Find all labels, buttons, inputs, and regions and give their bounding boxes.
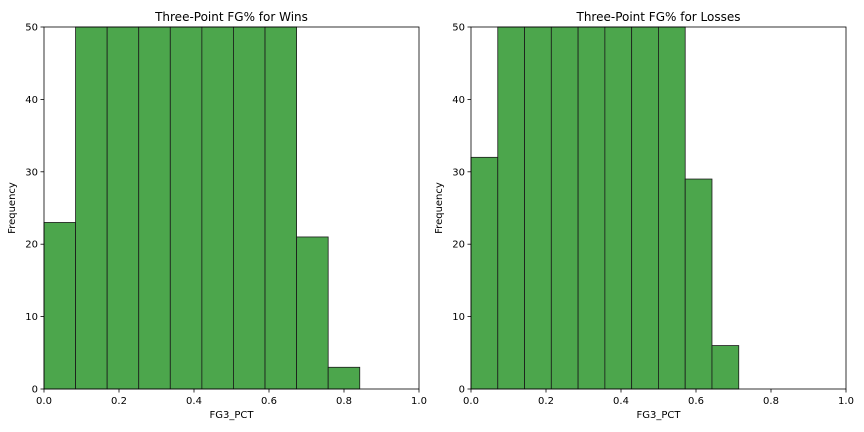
wins-bar-2 <box>106 26 140 390</box>
wins-x-tick-label: 0.8 <box>336 396 352 407</box>
wins-bar-7 <box>264 26 297 390</box>
losses-y-tick-label: 10 <box>452 312 465 323</box>
losses-bars <box>470 26 740 390</box>
losses-y-tick-label: 30 <box>452 167 465 178</box>
losses-bar-1 <box>497 26 525 390</box>
wins-x-axis-label: FG3_PCT <box>210 410 255 421</box>
losses-y-axis-label: Frequency <box>434 182 445 234</box>
losses-y-tick-label: 40 <box>452 95 465 106</box>
wins-plot-frame <box>43 26 420 390</box>
wins-y-tick-label: 20 <box>25 240 38 251</box>
losses-chart-title: Three-Point FG% for Losses <box>576 10 741 24</box>
wins-bar-9 <box>327 366 361 390</box>
wins-bars <box>43 26 361 390</box>
losses-x-tick-label: 0.0 <box>463 396 479 407</box>
wins-y-tick-label: 10 <box>25 312 38 323</box>
losses-x-tick-label: 0.6 <box>688 396 704 407</box>
losses-histogram-panel: Three-Point FG% for Losses FG3_PCT Frequ… <box>434 10 854 421</box>
losses-bar-6 <box>631 26 659 390</box>
losses-x-tick-label: 0.2 <box>538 396 554 407</box>
wins-y-tick-label: 0 <box>32 385 38 396</box>
wins-histogram-panel: Three-Point FG% for Wins FG3_PCT Frequen… <box>7 10 427 421</box>
losses-bar-9 <box>711 345 740 390</box>
losses-x-tick-label: 0.8 <box>763 396 779 407</box>
wins-y-axis-label: Frequency <box>7 182 18 234</box>
losses-bar-2 <box>524 26 552 390</box>
losses-x-tick-label: 1.0 <box>838 396 854 407</box>
losses-plot-frame <box>470 26 847 390</box>
losses-bar-7 <box>658 26 686 390</box>
wins-x-tick-label: 0.4 <box>186 396 202 407</box>
losses-bar-3 <box>550 26 579 390</box>
wins-x-tick-label: 0.6 <box>261 396 277 407</box>
wins-bar-1 <box>75 26 108 390</box>
wins-x-tick-label: 1.0 <box>411 396 427 407</box>
wins-x-tick-label: 0.0 <box>36 396 52 407</box>
wins-bar-5 <box>201 26 234 390</box>
losses-y-tick-label: 20 <box>452 240 465 251</box>
wins-bar-0 <box>43 222 76 390</box>
wins-bar-3 <box>138 26 171 390</box>
wins-bar-4 <box>169 26 203 390</box>
wins-y-tick-label: 30 <box>25 167 38 178</box>
wins-x-tick-label: 0.2 <box>111 396 127 407</box>
losses-bar-8 <box>684 178 713 390</box>
losses-x-tick-label: 0.4 <box>613 396 629 407</box>
losses-bar-5 <box>604 26 633 390</box>
wins-y-tick-label: 40 <box>25 95 38 106</box>
losses-x-axis-label: FG3_PCT <box>637 410 682 421</box>
wins-chart-title: Three-Point FG% for Wins <box>154 10 308 24</box>
wins-bar-6 <box>233 26 266 390</box>
wins-y-tick-label: 50 <box>25 23 38 34</box>
losses-bar-4 <box>577 26 606 390</box>
wins-bar-8 <box>296 236 329 390</box>
losses-bar-0 <box>470 156 499 390</box>
losses-y-tick-label: 0 <box>459 385 465 396</box>
losses-y-tick-label: 50 <box>452 23 465 34</box>
